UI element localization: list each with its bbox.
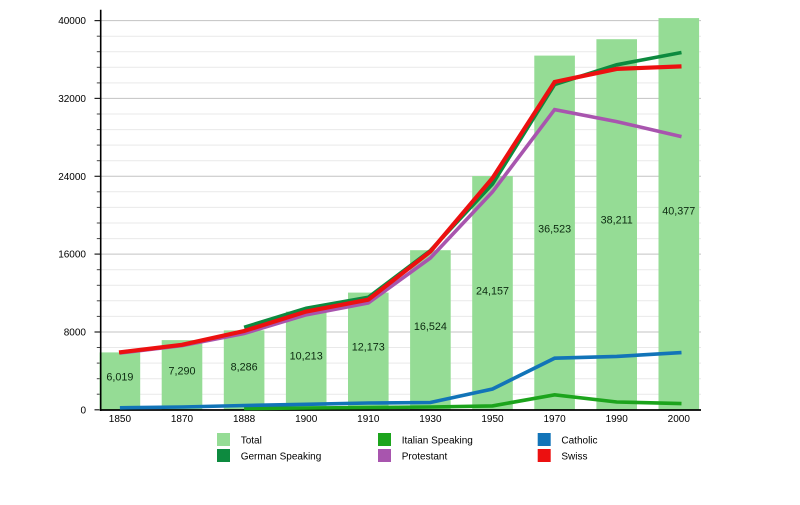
svg-text:7,290: 7,290: [168, 365, 195, 377]
svg-text:1850: 1850: [109, 414, 132, 425]
svg-text:1910: 1910: [357, 414, 380, 425]
svg-text:6,019: 6,019: [106, 371, 133, 383]
svg-text:24000: 24000: [58, 172, 86, 183]
svg-text:12,173: 12,173: [352, 341, 385, 353]
svg-text:38,211: 38,211: [601, 214, 633, 226]
svg-text:24,157: 24,157: [476, 285, 509, 297]
svg-text:8,286: 8,286: [231, 361, 258, 373]
svg-text:10,213: 10,213: [290, 350, 323, 362]
svg-text:1888: 1888: [233, 414, 256, 425]
svg-text:1970: 1970: [543, 414, 566, 425]
svg-text:Swiss: Swiss: [561, 452, 587, 463]
svg-text:Protestant: Protestant: [402, 452, 448, 463]
svg-text:Catholic: Catholic: [561, 436, 597, 447]
svg-text:1990: 1990: [606, 414, 629, 425]
svg-text:1870: 1870: [171, 414, 194, 425]
svg-text:Total: Total: [241, 436, 262, 447]
svg-text:16000: 16000: [58, 250, 86, 261]
svg-text:40,377: 40,377: [662, 205, 695, 217]
svg-text:German Speaking: German Speaking: [241, 452, 322, 463]
svg-text:Italian Speaking: Italian Speaking: [402, 436, 473, 447]
svg-text:16,524: 16,524: [414, 321, 447, 333]
svg-text:40000: 40000: [58, 16, 86, 27]
svg-text:2000: 2000: [668, 414, 691, 425]
svg-text:1900: 1900: [295, 414, 318, 425]
svg-text:1950: 1950: [481, 414, 504, 425]
svg-text:32000: 32000: [58, 94, 86, 105]
svg-text:36,523: 36,523: [538, 223, 571, 235]
svg-text:8000: 8000: [64, 328, 87, 339]
svg-text:1930: 1930: [419, 414, 442, 425]
svg-text:0: 0: [80, 405, 86, 416]
